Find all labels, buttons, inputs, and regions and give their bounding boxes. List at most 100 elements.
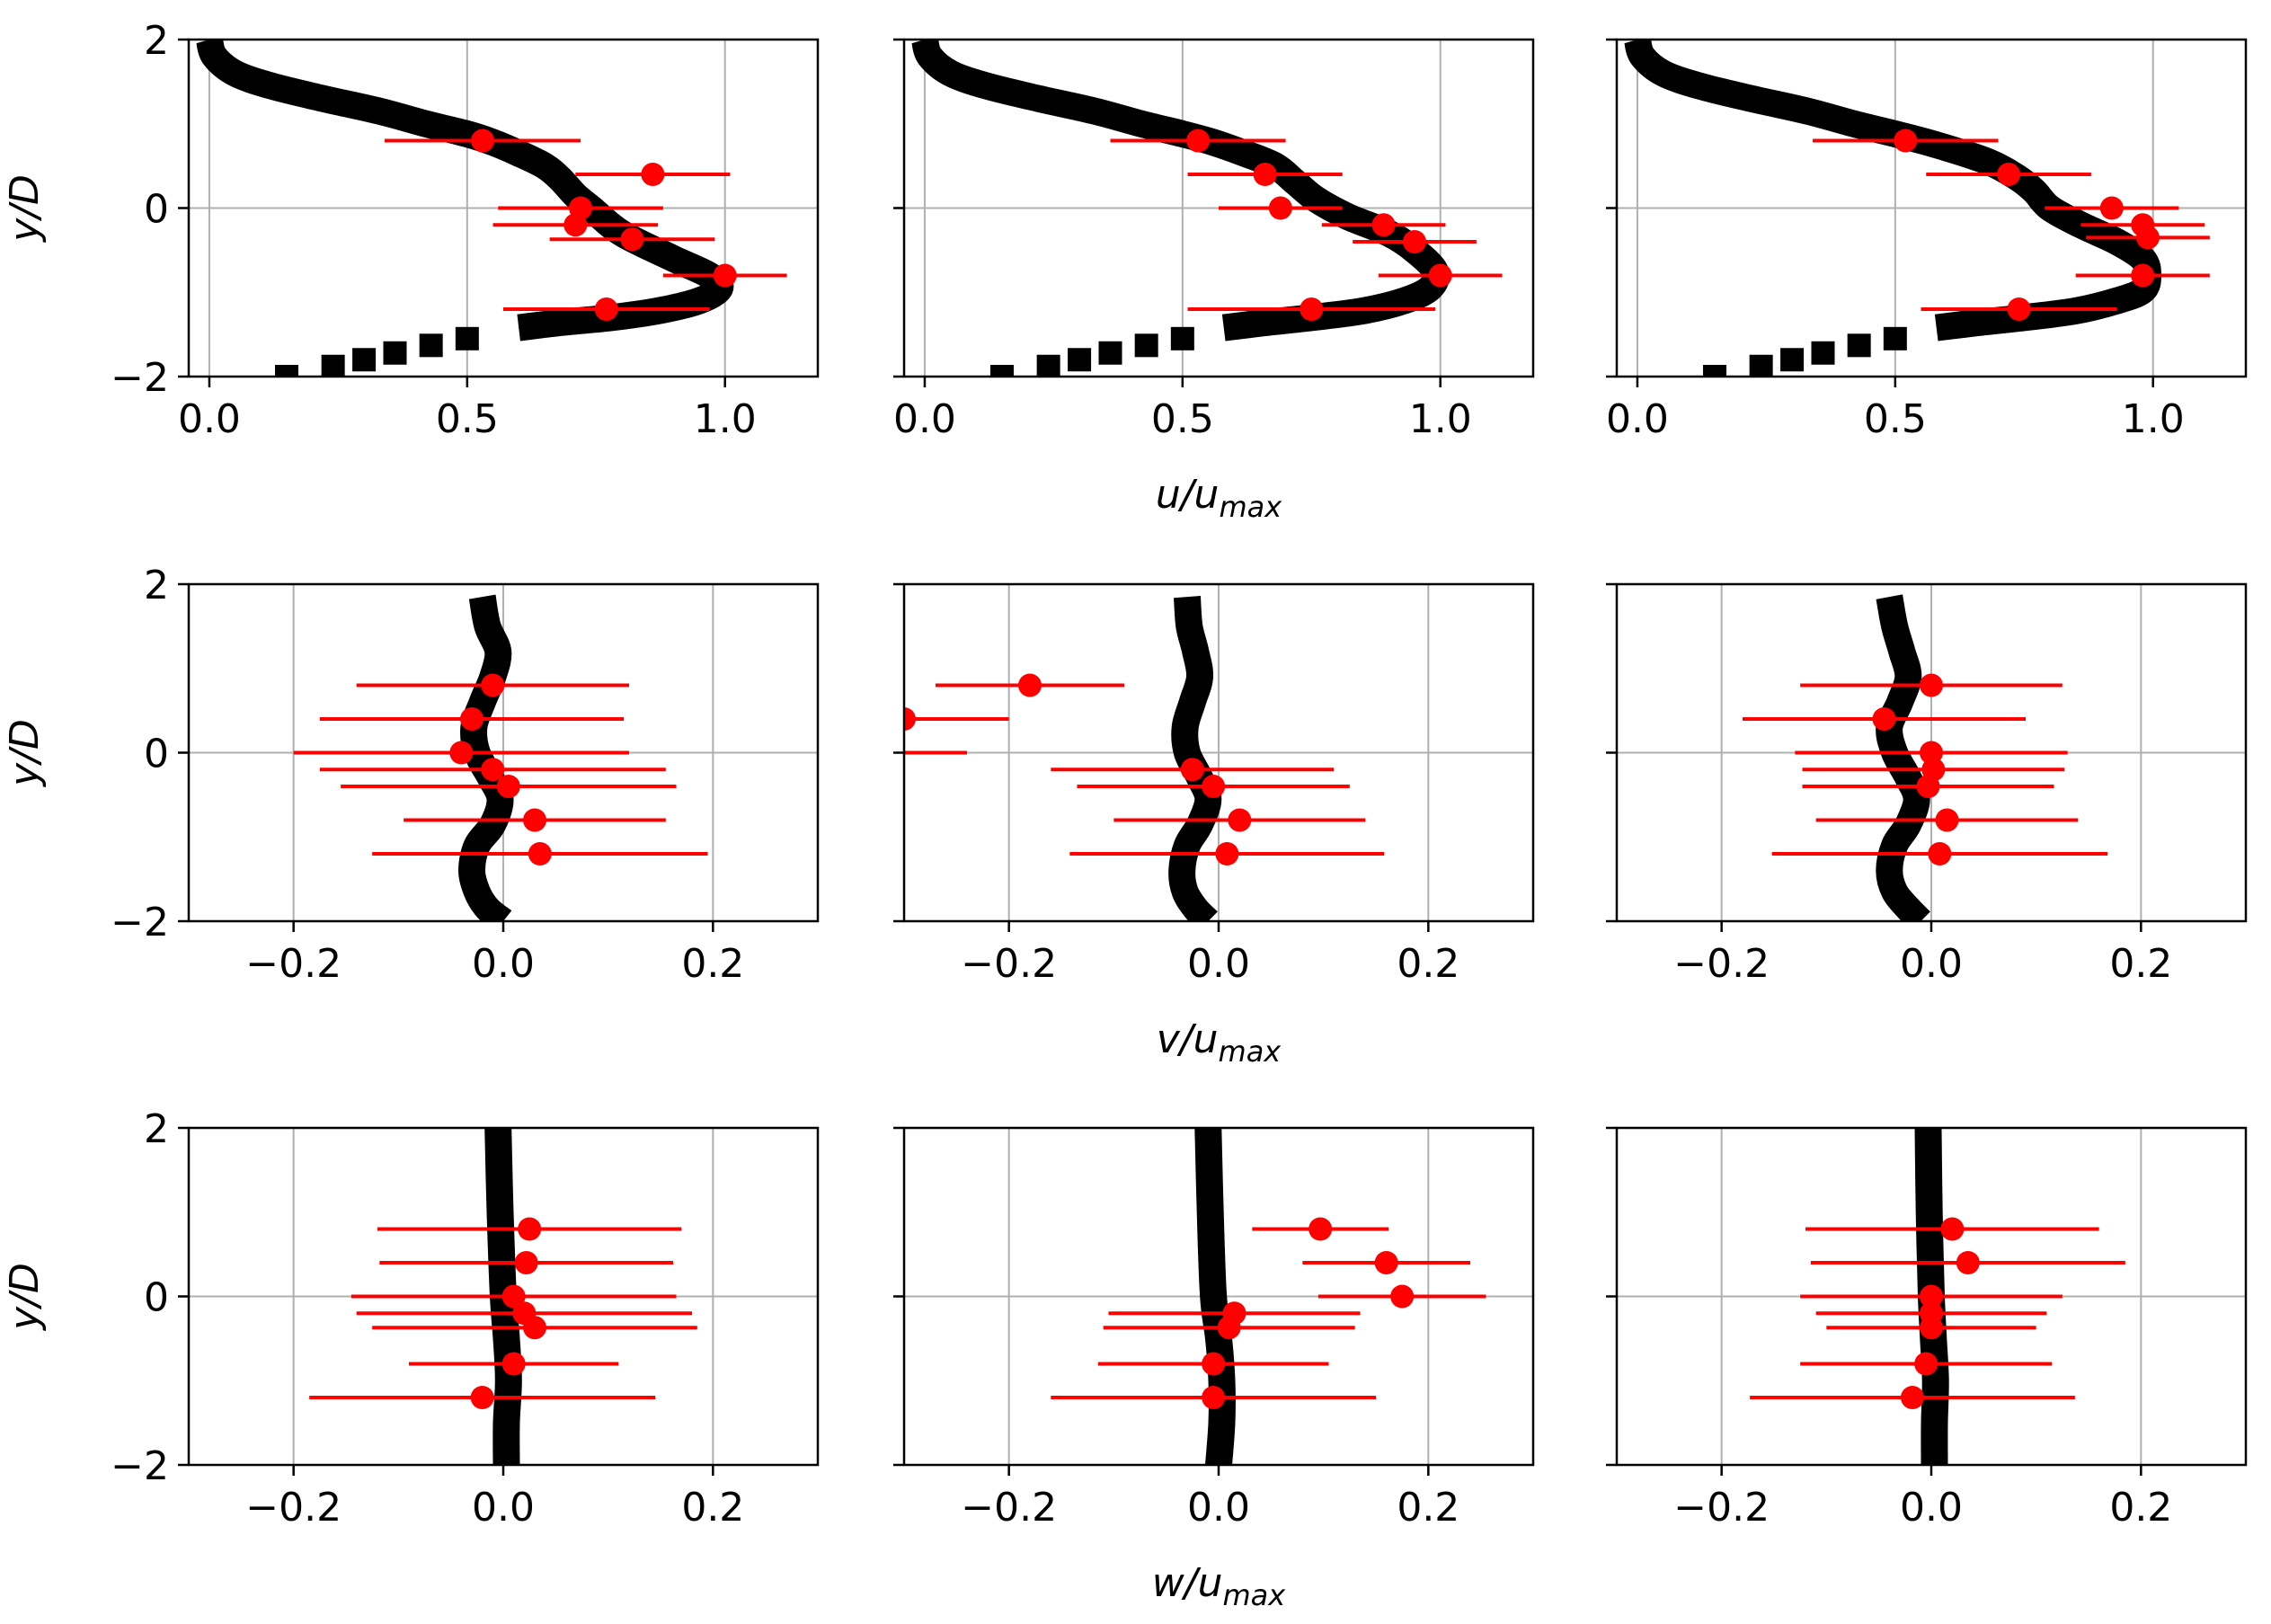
experiment-point (1872, 707, 1896, 731)
x-tick-label: 0.2 (1397, 941, 1459, 987)
experiment-point (1997, 163, 2021, 186)
plot-area (911, 40, 1503, 377)
experiment-point (1215, 842, 1239, 865)
x-tick-label: −0.2 (1673, 941, 1770, 987)
x-tick-label: 0.0 (1187, 1485, 1250, 1531)
experiment-point (1374, 1251, 1398, 1274)
x-tick-label: −0.2 (961, 1485, 1057, 1531)
experiment-point (1916, 775, 1940, 798)
cfd-profile-line (1876, 594, 1930, 921)
cfd-square-marker (1068, 348, 1092, 372)
x-tick-label: −0.2 (1673, 1485, 1770, 1531)
x-tick-label: 1.0 (694, 396, 757, 442)
experiment-point (1940, 1217, 1965, 1241)
experiment-point (1371, 213, 1396, 237)
experiment-point (641, 163, 665, 186)
experiment-point (523, 1316, 546, 1340)
cfd-square-marker (352, 348, 377, 372)
experiment-point (1202, 1352, 1226, 1376)
experiment-point (2135, 226, 2160, 250)
x-tick-label: −0.2 (245, 941, 342, 987)
cfd-square-marker (1847, 333, 1871, 358)
experiment-point (1403, 230, 1427, 253)
subplot-r2-c1: −0.2 0.0 0.2 −2 0 2 y/D (2, 563, 820, 987)
experiment-point (1920, 1284, 1943, 1309)
cfd-square-marker (1036, 354, 1060, 377)
cfd-square-marker (1170, 326, 1194, 351)
experiment-point (528, 842, 552, 865)
x-tick-label: 0.0 (1900, 1485, 1963, 1531)
cfd-square-marker (1703, 365, 1727, 377)
x-tick-label: 0.0 (472, 941, 535, 987)
x-tick-label: −0.2 (245, 1485, 342, 1531)
plot-area (196, 40, 787, 377)
y-tick-label: 0 (144, 732, 169, 777)
x-tick-label: −0.2 (961, 941, 1057, 987)
cfd-square-marker (383, 341, 407, 365)
experiment-point (1202, 1386, 1226, 1409)
experiment-point (620, 227, 644, 252)
x-tick-label: 0.0 (893, 396, 956, 442)
cfd-square-marker (1811, 341, 1835, 365)
cfd-profile-line (911, 40, 1450, 342)
experiment-point (563, 213, 588, 237)
experiment-point (1935, 808, 1959, 832)
subplot-r2-c2: −0.2 0.0 0.2 v/umax (861, 582, 1535, 1069)
x-tick-label: 0.2 (681, 1485, 744, 1531)
experiment-point (514, 1251, 538, 1274)
experiment-point (2007, 297, 2031, 321)
cfd-square-marker (1134, 333, 1158, 358)
subplot-r1-c2: 0.0 0.5 1.0 u/umax (893, 38, 1535, 524)
x-tick-label: 1.0 (1409, 396, 1472, 442)
experiment-point (1914, 1352, 1938, 1376)
experiment-point (1217, 1316, 1241, 1340)
x-tick-label: 0.2 (1397, 1485, 1459, 1531)
y-tick-label: 2 (144, 18, 169, 64)
experiment-point (501, 1284, 526, 1309)
plot-area (293, 594, 708, 921)
y-tick-label: −2 (111, 355, 169, 401)
experiment-point (1018, 673, 1042, 697)
cfd-square-marker (1098, 341, 1122, 365)
experiment-point (1920, 673, 1943, 697)
experiment-point (1186, 129, 1211, 153)
experiment-point (2131, 263, 2155, 288)
experiment-point (1180, 758, 1204, 782)
experiment-point (501, 1352, 526, 1376)
x-tick-label: 0.5 (1864, 396, 1927, 442)
experiment-point (470, 1386, 494, 1409)
experiment-point (594, 297, 618, 321)
subplot-r2-c3: −0.2 0.0 0.2 (1606, 582, 2248, 987)
cfd-square-marker (1749, 354, 1773, 377)
y-tick-label: 2 (144, 563, 169, 608)
experiment-point (471, 129, 495, 153)
cfd-profile-line (458, 594, 514, 921)
experiment-point (518, 1217, 542, 1241)
experiment-point (861, 741, 884, 765)
experiment-point (1894, 129, 1918, 153)
cfd-square-marker (321, 354, 345, 377)
y-axis-label: y/D (2, 1263, 48, 1332)
x-axis-label: u/umax (1156, 472, 1282, 524)
subplot-r1-c3: 0.0 0.5 1.0 (1606, 38, 2248, 442)
y-tick-label: 0 (144, 187, 169, 233)
experiment-point (460, 707, 483, 731)
experiment-point (1228, 808, 1252, 832)
experiment-point (1308, 1217, 1333, 1241)
experiment-point (1920, 1316, 1943, 1340)
experiment-point (1390, 1284, 1415, 1309)
cfd-square-marker (275, 365, 299, 377)
plot-area (309, 1128, 697, 1465)
experiment-point (1268, 196, 1292, 220)
y-tick-label: 2 (144, 1106, 169, 1152)
x-axis-label: v/umax (1157, 1016, 1282, 1069)
x-tick-label: 0.2 (2109, 1485, 2172, 1531)
x-tick-label: 0.0 (1606, 396, 1669, 442)
experiment-point (1901, 1386, 1924, 1409)
experiment-point (449, 741, 474, 765)
experiment-point (1202, 775, 1226, 798)
cfd-profile-line (1194, 1128, 1236, 1465)
experiment-point (2099, 196, 2124, 220)
y-tick-label: −2 (111, 1443, 169, 1489)
